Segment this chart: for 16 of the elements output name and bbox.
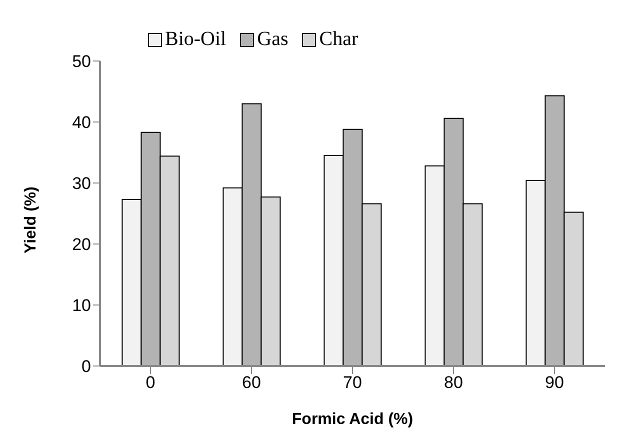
y-axis-title: Yield (%) bbox=[22, 186, 40, 254]
legend-label: Char bbox=[319, 28, 358, 51]
y-tick-label: 30 bbox=[72, 174, 91, 194]
y-tick-label: 20 bbox=[72, 235, 91, 254]
x-tick-label: 0 bbox=[146, 373, 156, 392]
x-tick-label: 70 bbox=[343, 373, 362, 392]
y-tick-label: 50 bbox=[72, 52, 91, 72]
x-tick-label: 60 bbox=[242, 373, 261, 392]
y-tick-label: 0 bbox=[82, 357, 91, 376]
y-tick-label: 10 bbox=[72, 296, 91, 316]
x-tick-label: 80 bbox=[444, 373, 463, 392]
y-tick-label: 40 bbox=[72, 113, 91, 132]
legend-label: Bio-Oil bbox=[165, 28, 226, 51]
x-tick-label: 90 bbox=[545, 373, 564, 392]
legend-label: Gas bbox=[257, 28, 288, 51]
x-axis-title: Formic Acid (%) bbox=[292, 411, 414, 428]
